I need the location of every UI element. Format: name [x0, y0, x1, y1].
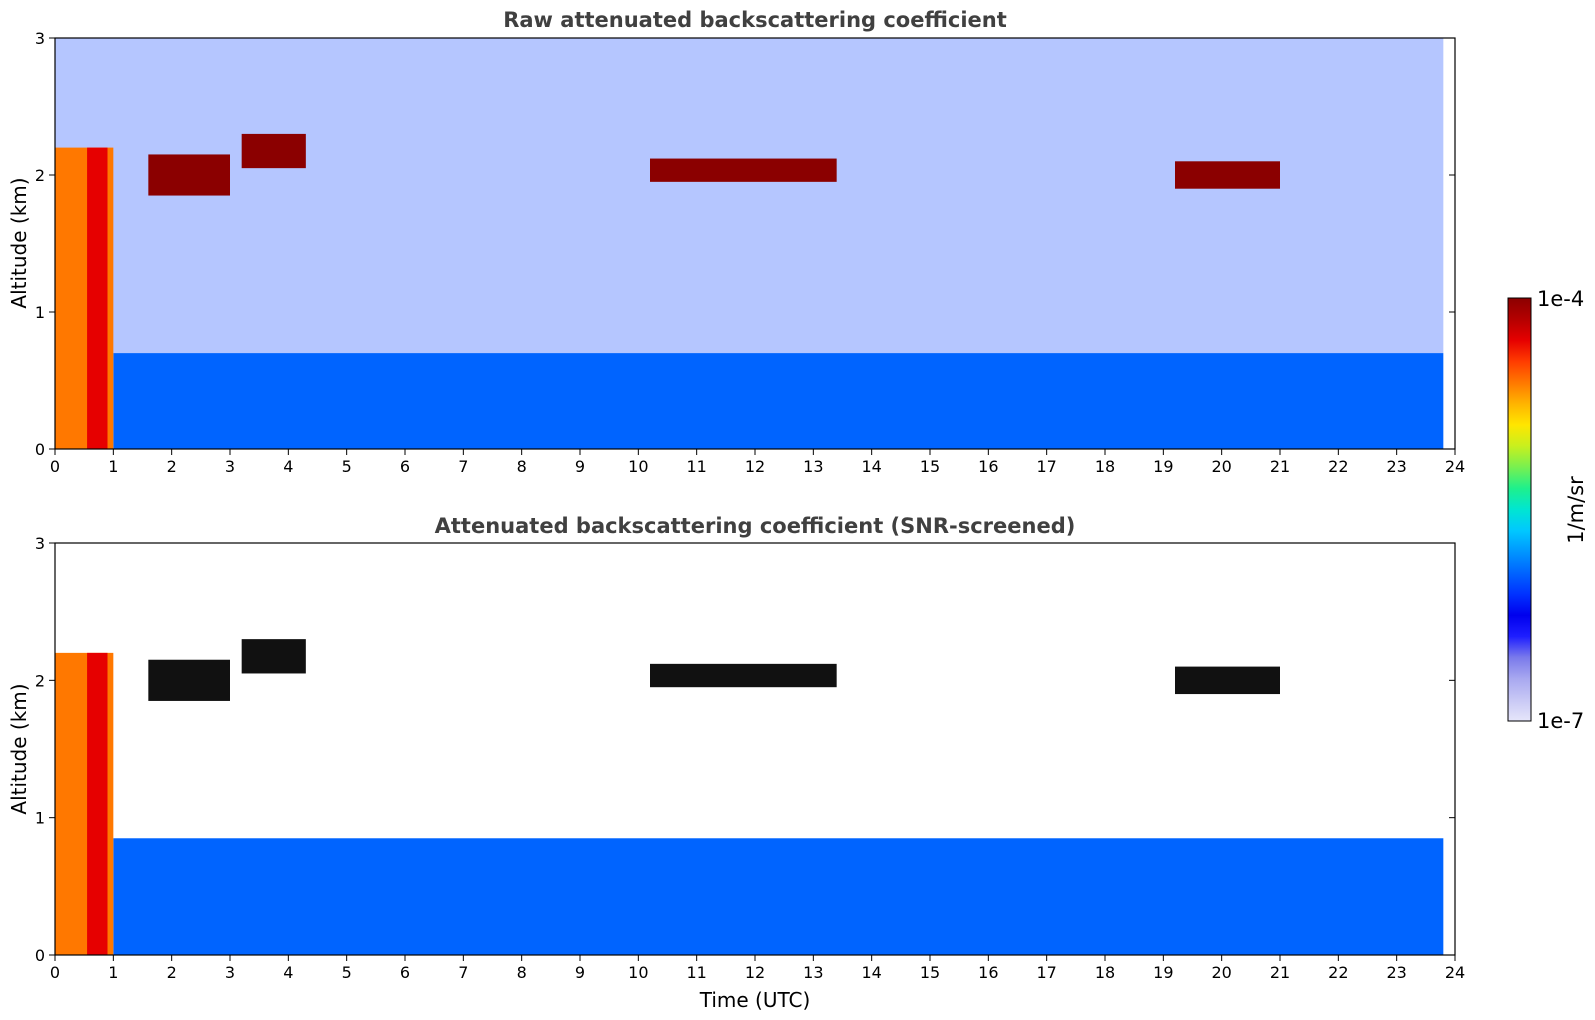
x-tick-label: 24: [1445, 457, 1465, 476]
y-tick-label: 3: [35, 534, 45, 553]
x-tick-label: 20: [1211, 457, 1231, 476]
x-tick-label: 22: [1328, 457, 1348, 476]
x-tick-label: 23: [1386, 963, 1406, 982]
x-axis-label: Time (UTC): [699, 988, 811, 1012]
heatmap-region-cloud-d: [1175, 666, 1280, 695]
x-tick-label: 19: [1153, 963, 1173, 982]
x-tick-label: 14: [861, 457, 881, 476]
heatmap-region-cloud-b: [241, 133, 306, 169]
x-tick-label: 1: [108, 963, 118, 982]
x-tick-label: 3: [225, 457, 235, 476]
x-tick-label: 3: [225, 963, 235, 982]
heatmap-region-cloud-b: [241, 639, 306, 674]
x-tick-label: 11: [686, 457, 706, 476]
x-tick-label: 6: [400, 457, 410, 476]
x-ticks: 0 1 2 3 4 5 6 7 8 9 10 11 12 13 14 15 16 17 18 19 20 21 22 23 24: [50, 449, 1465, 476]
y-tick-label: 0: [35, 440, 45, 459]
y-ticks: 0 1 2 3: [35, 534, 1455, 965]
heatmap-region-noise-field: [55, 38, 1444, 354]
y-tick-label: 1: [35, 809, 45, 828]
plot-area: [55, 38, 1444, 449]
y-axis-label: Altitude (km): [7, 683, 31, 814]
heatmap-region-boundary-layer: [113, 353, 1444, 449]
x-tick-label: 7: [458, 963, 468, 982]
panel-screened: Attenuated backscattering coefficient (S…: [7, 514, 1465, 1012]
x-tick-label: 17: [1036, 963, 1056, 982]
y-tick-label: 0: [35, 946, 45, 965]
x-tick-label: 16: [978, 457, 998, 476]
x-tick-label: 13: [803, 963, 823, 982]
x-tick-label: 22: [1328, 963, 1348, 982]
heatmap-region-early-plume-core: [87, 147, 108, 449]
x-tick-label: 5: [342, 963, 352, 982]
x-tick-label: 12: [745, 963, 765, 982]
heatmap-region-cloud-a: [148, 659, 230, 701]
x-tick-label: 18: [1095, 963, 1115, 982]
x-tick-label: 21: [1270, 963, 1290, 982]
x-tick-label: 10: [628, 963, 648, 982]
y-axis-label: Altitude (km): [7, 177, 31, 308]
heatmap-region-cloud-d: [1175, 161, 1280, 189]
x-tick-label: 18: [1095, 457, 1115, 476]
y-tick-label: 3: [35, 29, 45, 48]
x-tick-label: 23: [1386, 457, 1406, 476]
x-tick-label: 16: [978, 963, 998, 982]
y-tick-label: 1: [35, 303, 45, 322]
x-tick-label: 8: [517, 457, 527, 476]
colorbar: 1e-4 1e-7 1/m/sr: [1507, 287, 1588, 733]
heatmap-region-early-plume-core: [87, 652, 108, 955]
x-tick-label: 1: [108, 457, 118, 476]
x-tick-label: 9: [575, 457, 585, 476]
plot-area: [55, 639, 1444, 955]
colorbar-min-label: 1e-7: [1537, 709, 1584, 733]
y-ticks: 0 1 2 3: [35, 29, 1455, 459]
x-tick-label: 9: [575, 963, 585, 982]
x-tick-label: 12: [745, 457, 765, 476]
colorbar-max-label: 1e-4: [1537, 287, 1584, 311]
x-tick-label: 11: [686, 963, 706, 982]
chart-title: Attenuated backscattering coefficient (S…: [435, 514, 1076, 538]
heatmap-region-cloud-a: [148, 154, 230, 196]
x-tick-label: 15: [920, 963, 940, 982]
heatmap-region-cloud-c: [650, 158, 837, 182]
y-tick-label: 2: [35, 166, 45, 185]
x-tick-label: 13: [803, 457, 823, 476]
x-tick-label: 21: [1270, 457, 1290, 476]
x-tick-label: 10: [628, 457, 648, 476]
x-tick-label: 2: [167, 457, 177, 476]
x-tick-label: 5: [342, 457, 352, 476]
heatmap-region-cloud-c: [650, 663, 837, 688]
x-tick-label: 15: [920, 457, 940, 476]
chart-title: Raw attenuated backscattering coefficien…: [503, 8, 1007, 32]
y-tick-label: 2: [35, 671, 45, 690]
x-tick-label: 4: [283, 963, 293, 982]
x-tick-label: 14: [861, 963, 881, 982]
x-tick-label: 4: [283, 457, 293, 476]
x-tick-label: 7: [458, 457, 468, 476]
x-tick-label: 0: [50, 963, 60, 982]
panel-raw: Raw attenuated backscattering coefficien…: [7, 8, 1465, 476]
x-ticks: 0 1 2 3 4 5 6 7 8 9 10 11 12 13 14 15 16 17 18 19 20 21 22 23 24: [50, 955, 1465, 982]
heatmap-region-boundary-layer: [113, 838, 1444, 955]
x-tick-label: 17: [1036, 457, 1056, 476]
x-tick-label: 19: [1153, 457, 1173, 476]
x-tick-label: 24: [1445, 963, 1465, 982]
x-tick-label: 6: [400, 963, 410, 982]
colorbar-gradient: [1507, 297, 1532, 722]
x-tick-label: 20: [1211, 963, 1231, 982]
x-tick-label: 2: [167, 963, 177, 982]
colorbar-unit-label: 1/m/sr: [1564, 476, 1588, 544]
x-tick-label: 8: [517, 963, 527, 982]
x-tick-label: 0: [50, 457, 60, 476]
